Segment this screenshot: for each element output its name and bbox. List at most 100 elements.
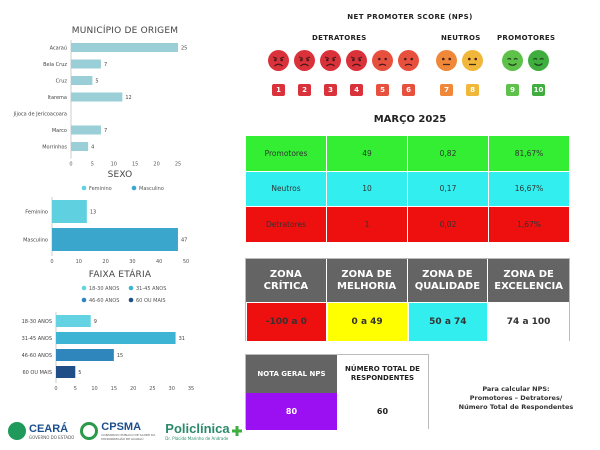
- row-percent: 1,67%: [488, 206, 570, 243]
- group-label-detratores: DETRATORES: [312, 34, 367, 42]
- score-badge: 10: [532, 84, 545, 96]
- legend-entry: 60 OU MAIS: [136, 298, 166, 304]
- nota-nps-label: NOTA GERAL NPS: [246, 355, 337, 393]
- bar: [71, 92, 123, 102]
- tick-label: 35: [188, 386, 194, 392]
- sad-face-icon: [372, 50, 393, 71]
- category-label: 46-60 ANOS: [22, 353, 52, 359]
- tick-label: 50: [183, 259, 189, 265]
- zona-qualidade-range: 50 a 74: [407, 302, 489, 342]
- row-fraction: 0,02: [407, 206, 489, 243]
- angry-face-icon: [346, 50, 367, 71]
- tick-label: 25: [149, 386, 155, 392]
- data-label: 7: [104, 128, 107, 134]
- bar: [56, 315, 91, 327]
- row-fraction: 0,82: [407, 135, 489, 172]
- data-label: 31: [179, 336, 185, 342]
- nota-table: NOTA GERAL NPS NÚMERO TOTAL DE RESPONDEN…: [245, 354, 429, 430]
- zona-melhoria-range: 0 a 49: [326, 302, 408, 342]
- tick-label: 0: [54, 386, 57, 392]
- zona-excelencia-range: 74 a 100: [488, 302, 569, 342]
- zona-critica-header: ZONA CRÍTICA: [246, 259, 327, 302]
- category-label: Acaraú: [50, 45, 67, 52]
- zona-excelencia-header: ZONA DE EXCELENCIA: [488, 259, 569, 302]
- tick-label: 20: [130, 386, 136, 392]
- data-label: 47: [181, 238, 187, 244]
- nps-title: NET PROMOTER SCORE (NPS): [347, 13, 473, 21]
- angry-face-icon: [268, 50, 289, 71]
- table-row: Detratores 1 0,02 1,67%: [245, 206, 570, 243]
- data-label: 7: [104, 62, 107, 68]
- category-label: Feminino: [25, 210, 48, 216]
- tick-label: 15: [111, 386, 117, 392]
- bar: [52, 228, 178, 251]
- municipio-chart-title: MUNICÍPIO DE ORIGEM: [71, 26, 179, 36]
- score-badge: 2: [298, 84, 311, 96]
- score-badge: 8: [466, 84, 479, 96]
- data-label: 12: [125, 95, 131, 101]
- tick-label: 5: [74, 386, 77, 392]
- data-label: 15: [117, 353, 123, 359]
- tick-label: 20: [102, 259, 108, 265]
- tick-label: 0: [50, 259, 53, 265]
- category-label: Itarema: [48, 95, 67, 101]
- bar: [52, 200, 87, 223]
- category-label: Marco: [52, 128, 67, 134]
- month-title: MARÇO 2025: [373, 114, 447, 125]
- sexo-chart-title: SEXO: [107, 170, 133, 180]
- row-count: 1: [326, 206, 408, 243]
- bar: [71, 76, 93, 85]
- smile-face-icon: [502, 50, 523, 71]
- faixa-chart: 18-30 ANOS 31-45 ANOS 46-60 ANOS 60 OU MAIS…: [22, 285, 194, 392]
- data-label: 5: [78, 370, 81, 376]
- legend-entry: 46-60 ANOS: [89, 298, 119, 304]
- bar: [56, 349, 114, 361]
- row-label: Promotores: [245, 135, 327, 172]
- total-respondentes-value: 60: [337, 393, 428, 430]
- row-label: Detratores: [245, 206, 327, 243]
- category-label: Cruz: [56, 79, 68, 85]
- legend-marker: [81, 297, 87, 303]
- score-badge: 3: [324, 84, 337, 96]
- legend-marker: [128, 297, 134, 303]
- score-badge: 4: [350, 84, 363, 96]
- footer-logos: CEARÁ GOVERNO DO ESTADO CPSMA CONSÓRCIO …: [8, 416, 251, 446]
- table-row: Neutros 10 0,17 16,67%: [245, 170, 570, 208]
- zona-critica-range: -100 a 0: [246, 302, 327, 342]
- ceara-emblem-icon: [8, 422, 26, 440]
- zonas-table: ZONA CRÍTICA ZONA DE MELHORIA ZONA DE QUALI…: [245, 258, 570, 342]
- data-label: 9: [94, 319, 97, 325]
- neutral-face-icon: [436, 50, 457, 71]
- row-count: 49: [326, 135, 408, 172]
- row-fraction: 0,17: [407, 170, 489, 208]
- category-label: Morrinhos: [42, 145, 67, 151]
- group-label-promotores: PROMOTORES: [497, 34, 556, 42]
- row-label: Neutros: [245, 170, 327, 208]
- zona-melhoria-header: ZONA DE MELHORIA: [326, 259, 408, 302]
- category-label: 60 OU MAIS: [22, 370, 52, 376]
- legend-marker: [81, 185, 87, 191]
- legend-entry: 18-30 ANOS: [89, 286, 119, 292]
- score-badge: 6: [402, 84, 415, 96]
- score-badge: 7: [440, 84, 453, 96]
- neutral-face-icon: [462, 50, 483, 71]
- legend-entry: Feminino: [89, 186, 112, 192]
- legend-entry: 31-45 ANOS: [136, 286, 166, 292]
- data-label: 13: [90, 210, 96, 216]
- health-cross-icon: [231, 421, 242, 436]
- score-badge: 5: [376, 84, 389, 96]
- category-label: 18-30 ANOS: [22, 319, 52, 325]
- data-label: 5: [95, 79, 98, 85]
- tick-label: 30: [129, 259, 135, 265]
- cpsma-emblem-icon: [80, 422, 99, 440]
- zona-qualidade-header: ZONA DE QUALIDADE: [407, 259, 489, 302]
- group-label-neutros: NEUTROS: [441, 34, 481, 42]
- tick-label: 40: [156, 259, 162, 265]
- row-percent: 16,67%: [488, 170, 570, 208]
- bar: [71, 43, 178, 52]
- smile-face-icon: [528, 50, 549, 71]
- tick-label: 5: [91, 162, 94, 168]
- nps-table: Promotores 49 0,82 81,67% Neutros 10 0,1…: [245, 135, 570, 243]
- category-label: 31-45 ANOS: [22, 336, 52, 342]
- total-respondentes-label: NÚMERO TOTAL DE RESPONDENTES: [337, 355, 428, 393]
